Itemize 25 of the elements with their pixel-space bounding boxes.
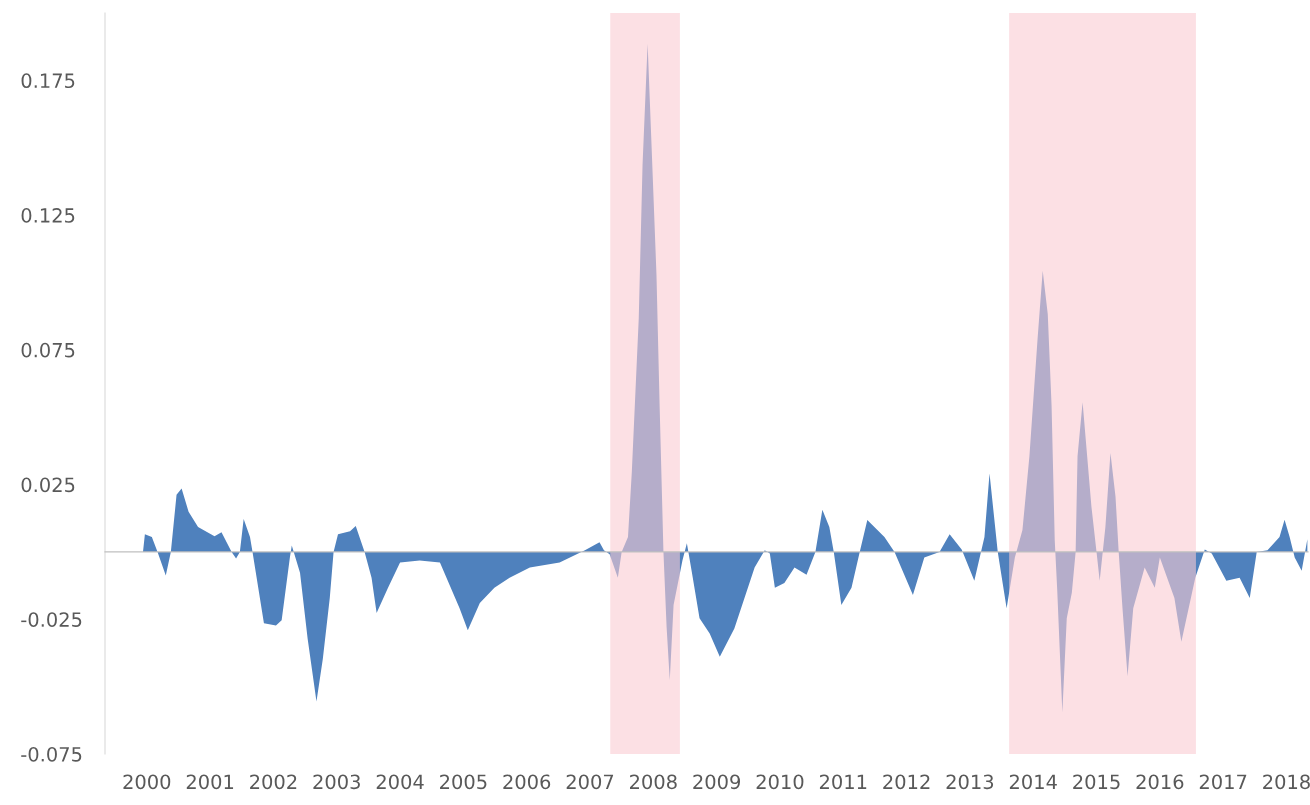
y-tick-label: 0.025 <box>21 477 75 493</box>
x-tick-label: 2010 <box>756 774 804 790</box>
x-tick-label: 2006 <box>503 774 551 790</box>
x-tick-label: 2005 <box>440 774 487 790</box>
x-tick-label: 2008 <box>630 774 677 790</box>
x-tick-label: 2000 <box>123 774 171 790</box>
x-tick-label: 2003 <box>313 774 360 790</box>
y-tick-label: 0.175 <box>21 73 75 89</box>
x-tick-label: 2013 <box>946 774 994 790</box>
x-tick-label: 2004 <box>376 774 424 790</box>
x-tick-label: 2016 <box>1136 774 1184 790</box>
x-tick-label: 2015 <box>1073 774 1120 790</box>
x-tick-label: 2001 <box>186 774 234 790</box>
y-tick-label: -0.025 <box>21 612 82 627</box>
x-tick-label: 2002 <box>250 774 297 790</box>
x-tick-label: 2012 <box>883 774 930 790</box>
x-tick-label: 2007 <box>566 774 614 790</box>
y-tick-label: -0.075 <box>21 746 82 762</box>
x-tick-label: 2017 <box>1199 774 1247 790</box>
x-tick-label: 2011 <box>819 774 867 790</box>
x-tick-label: 2009 <box>693 774 741 790</box>
y-tick-label: 0.075 <box>21 342 75 358</box>
y-tick-label: 0.125 <box>21 208 75 223</box>
x-tick-label: 2014 <box>1009 774 1057 790</box>
x-tick-label: 2018 <box>1263 774 1310 790</box>
